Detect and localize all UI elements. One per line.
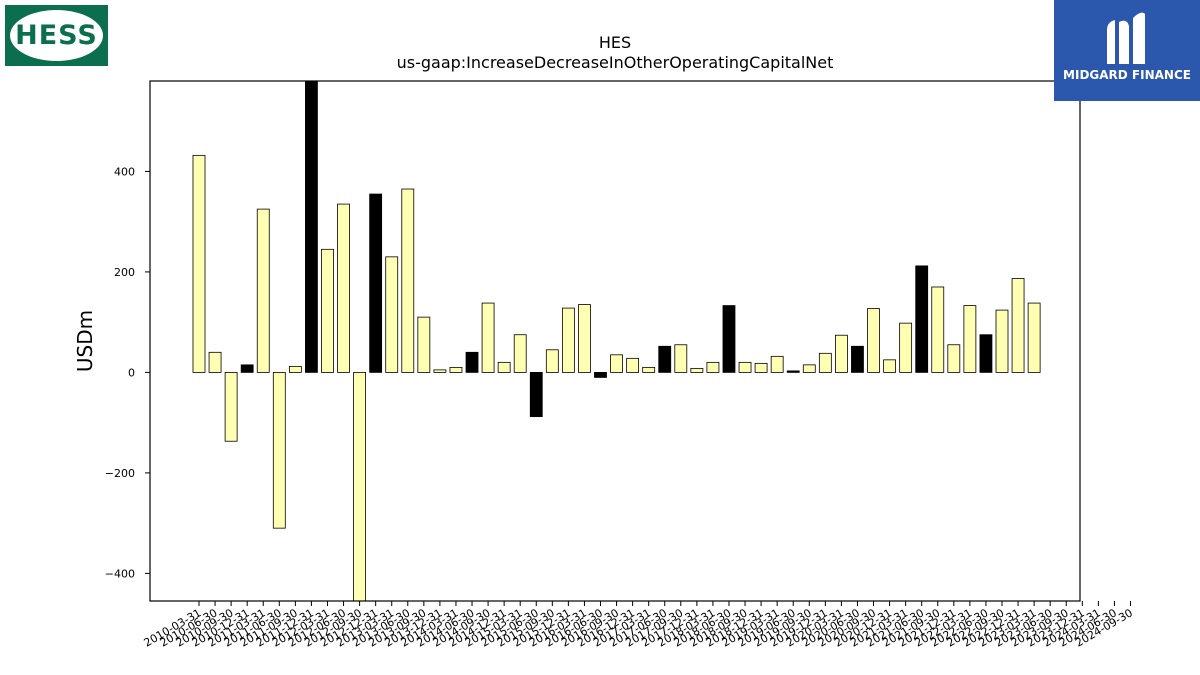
bar — [995, 309, 1009, 373]
chart-title: HES — [599, 33, 631, 52]
midgard-finance-logo: MIDGARD FINANCE — [1054, 0, 1200, 101]
bar — [835, 334, 848, 373]
bar — [272, 372, 286, 529]
bar — [851, 345, 864, 373]
bar — [321, 248, 334, 373]
bar — [706, 361, 720, 373]
hess-logo-text: HESS — [15, 20, 98, 51]
bar — [1011, 278, 1025, 373]
bar — [513, 334, 527, 373]
midgard-logo-mark-icon — [1107, 12, 1145, 65]
bar — [353, 372, 367, 602]
bars-group — [192, 80, 1041, 602]
y-axis-label: USDm — [73, 310, 97, 372]
bar — [208, 351, 222, 373]
bar — [192, 154, 206, 373]
y-tick-label: −200 — [105, 467, 135, 480]
plot-frame — [149, 80, 1081, 602]
y-tick-label: 200 — [114, 266, 135, 279]
bar — [401, 188, 415, 373]
bar — [433, 369, 447, 373]
bar — [915, 265, 929, 373]
bar — [481, 302, 495, 373]
bar — [899, 322, 913, 373]
bar — [947, 344, 961, 373]
bar — [722, 305, 736, 373]
hess-logo-oval — [10, 10, 103, 61]
bar — [256, 208, 270, 373]
bar — [626, 357, 640, 373]
bar — [497, 361, 511, 373]
bar — [658, 345, 672, 373]
y-ticks-group: −400 −200 0 200 400 — [105, 165, 150, 580]
bar — [305, 80, 318, 373]
bar — [545, 349, 559, 373]
bar — [931, 286, 945, 373]
bar — [674, 344, 688, 373]
bar — [802, 364, 816, 373]
bar — [883, 359, 896, 373]
bar — [369, 193, 383, 373]
y-tick-label: −400 — [105, 567, 135, 580]
bar — [867, 308, 880, 373]
bar — [449, 366, 463, 373]
bar — [417, 316, 431, 373]
bar — [754, 362, 768, 373]
bar — [690, 367, 704, 373]
bar — [337, 203, 350, 373]
bar — [529, 372, 543, 418]
bar — [578, 304, 591, 373]
bar — [642, 366, 656, 373]
bar — [610, 354, 623, 373]
bar — [1027, 302, 1041, 373]
bar — [818, 352, 832, 373]
bar — [786, 370, 800, 373]
bar — [738, 361, 752, 373]
bar — [224, 372, 238, 442]
bar — [594, 372, 607, 378]
bar — [288, 365, 302, 373]
y-tick-label: 0 — [128, 366, 135, 379]
bar — [963, 305, 977, 373]
bar — [465, 351, 479, 373]
bar — [561, 307, 575, 373]
chart-subtitle: us-gaap:IncreaseDecreaseInOtherOperating… — [397, 53, 834, 72]
bar — [240, 364, 254, 373]
bar — [385, 256, 399, 373]
y-tick-label: 400 — [114, 165, 135, 178]
hess-logo: HESS — [5, 5, 108, 66]
x-ticks-group: 2010-03-312010-06-302010-09-302010-12-31… — [142, 601, 1135, 650]
bar — [770, 355, 784, 373]
bar — [979, 334, 993, 373]
midgard-logo-text: MIDGARD FINANCE — [1063, 68, 1191, 82]
